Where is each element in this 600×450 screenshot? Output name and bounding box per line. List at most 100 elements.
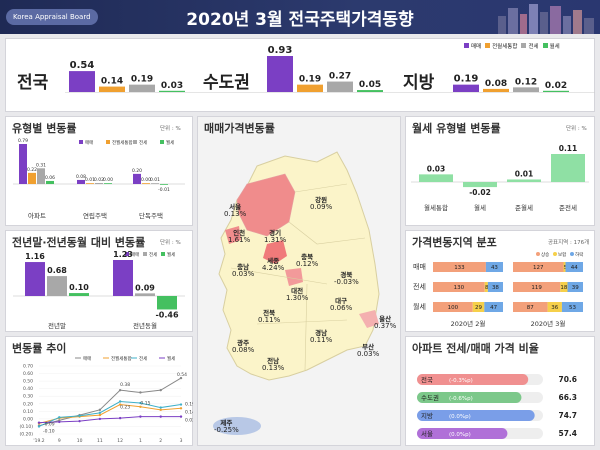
- legend-label-jeonse: 전세: [528, 44, 539, 50]
- year-bar-value: 1.23: [113, 250, 133, 259]
- year-bar: [69, 293, 89, 296]
- summary-panel: [5, 38, 595, 112]
- trend-legend-label: 매매: [83, 355, 91, 362]
- monthly-category-label: 월세통합: [424, 203, 448, 212]
- type-bar-value: 0.79: [18, 138, 28, 144]
- monthly-bar-value: 0.11: [559, 144, 578, 153]
- trend-ytick: 0.30: [23, 394, 33, 400]
- dist-bar-value: 39: [572, 285, 579, 291]
- ratio-value: 74.7: [558, 411, 577, 420]
- type-category-label: 연립주택: [83, 211, 107, 220]
- map-region-name: 충남: [237, 263, 250, 271]
- trend-data-label: 0.03: [185, 418, 193, 424]
- dist-bar-segment: [513, 302, 548, 312]
- dist-bar-segment: [513, 282, 561, 292]
- korea-map: [213, 151, 380, 435]
- summary-bar-value: 0.03: [161, 81, 183, 91]
- legend-swatch-jeonse_sale: [485, 43, 491, 48]
- monthly-type-chart: 0.03 월세통합 -0.02 월세 0.01 준월세 0.11 준전세: [411, 144, 589, 212]
- trend-data-label: 0.19: [185, 402, 193, 408]
- type-bar: [19, 144, 27, 184]
- map-region-name: 전남: [267, 357, 280, 365]
- dist-legend-label: 하락: [575, 251, 583, 258]
- map-region-name: 인천: [233, 229, 246, 237]
- trend-point: [179, 407, 183, 410]
- trend-xtick: 1: [139, 438, 142, 444]
- trend-data-label: 0.23: [120, 405, 130, 411]
- dist-bar-value: 87: [527, 305, 534, 311]
- trend-point: [139, 405, 142, 408]
- trend-legend-label: 전월세통합: [111, 355, 132, 362]
- map-region-label: 전남 0.13%: [262, 357, 284, 373]
- trend-ytick: 0.20: [23, 401, 33, 407]
- map-region-name: 전북: [263, 309, 276, 317]
- trend-ytick: 0.00: [23, 416, 33, 422]
- summary-bar-value: 0.54: [70, 60, 95, 71]
- map-region-value: 1.61%: [228, 236, 251, 245]
- trend-point: [98, 408, 102, 412]
- distribution-panel: [405, 230, 595, 332]
- map-region-name: 서울: [229, 203, 242, 211]
- dist-period-label: 2020년 3월: [531, 319, 566, 328]
- type-bar-value: 0.01: [85, 177, 95, 183]
- monthly-bar-value: -0.02: [469, 188, 491, 197]
- summary-bar: [129, 84, 155, 92]
- trend-point: [159, 406, 162, 409]
- trend-xtick: 10: [77, 438, 83, 444]
- type-bar-value: 0.31: [36, 162, 46, 168]
- map-region-value: 0.03%: [357, 350, 380, 359]
- ratio-change-label: (0.0%p): [449, 414, 471, 420]
- map-region-label: 인천 1.61%: [228, 229, 251, 245]
- type-bar: [142, 183, 150, 184]
- type-change-panel: [5, 116, 193, 226]
- year-category-label: 전년말: [48, 321, 66, 330]
- year-legend-swatch: [143, 252, 147, 256]
- map-region-label: 강원 0.09%: [310, 196, 332, 212]
- apt-ratio-panel: [405, 336, 595, 446]
- ratio-value: 66.3: [558, 393, 577, 402]
- type-legend-label: 매매: [85, 139, 93, 146]
- trend-xtick: 11: [97, 438, 103, 444]
- type-bar-value: 0.08: [76, 174, 86, 180]
- type-legend-label: 월세: [166, 139, 174, 146]
- map-region-name: 부산: [362, 343, 375, 351]
- type-change-chart: 매매 전월세통합 전세 월세0.790.220.310.06아파트0.080.010.…: [13, 138, 185, 220]
- dist-bar-segment: [513, 262, 564, 272]
- monthly-bar: [463, 182, 497, 188]
- dist-bar-segment: [484, 302, 503, 312]
- trend-point: [118, 403, 122, 406]
- summary-bar: [513, 87, 539, 92]
- trend-data-label: 0.54: [177, 372, 187, 378]
- map-region-name: 경북: [340, 271, 353, 279]
- dist-bar-value: 38: [492, 285, 499, 291]
- trend-legend-label: 월세: [167, 355, 175, 362]
- dist-row-label: 매매: [413, 263, 426, 271]
- city-skyline-icon: [498, 4, 594, 34]
- ratio-change-label: (0.0%p): [449, 432, 471, 438]
- dist-bar-segment: [472, 302, 485, 312]
- monthly-category-label: 월세: [474, 203, 486, 212]
- apt-ratio-chart: 전국 (-0.3%p) 70.6 수도권 (-0.6%p) 66.3 지방 (0.0%p) 74…: [417, 374, 577, 439]
- dist-bar-value: 130: [454, 285, 465, 291]
- year-legend-swatch: [161, 252, 165, 256]
- map-region-value: 0.06%: [330, 304, 353, 313]
- trend-xtick: 9: [58, 438, 61, 444]
- trend-line: [38, 401, 182, 427]
- legend-swatch-monthly: [542, 43, 548, 48]
- ratio-value: 70.6: [558, 375, 577, 384]
- dist-row-label: 월세: [413, 302, 426, 311]
- trend-ytick: 0.70: [23, 364, 33, 370]
- type-bar: [86, 183, 94, 184]
- trend-panel: [5, 336, 193, 446]
- map-region-label: 울산 0.37%: [374, 315, 396, 331]
- dist-bar-segment: [433, 262, 486, 272]
- monthly-bar: [551, 154, 585, 182]
- map-region-name: 광주: [237, 339, 250, 347]
- summary-bar: [543, 90, 569, 92]
- monthly-bar-value: 0.01: [515, 169, 534, 178]
- type-category-label: 단독주택: [139, 211, 163, 220]
- ratio-region-label: 서울: [421, 429, 433, 438]
- map-region-value: 4.24%: [262, 264, 285, 273]
- trend-ytick: 0.10: [23, 409, 33, 415]
- trend-data-label: -0.10: [43, 428, 55, 434]
